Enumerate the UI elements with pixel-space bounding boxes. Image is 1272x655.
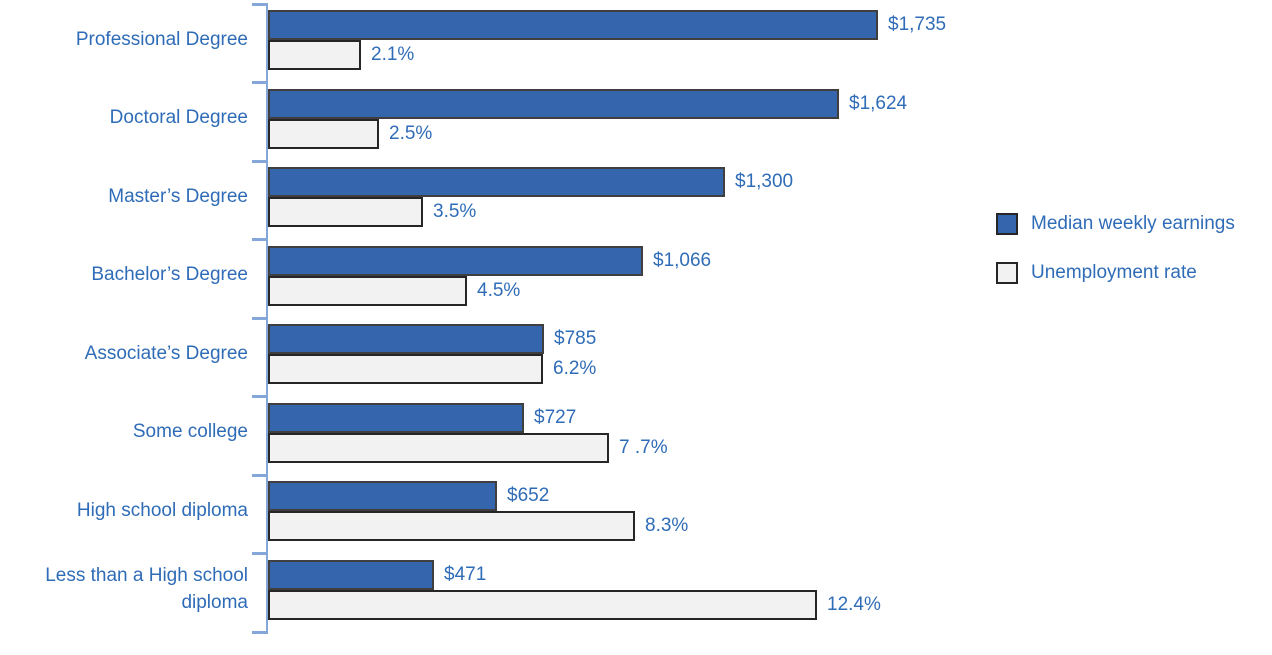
unemployment-bar [268, 354, 543, 384]
category-row: Some college $727 7 .7% [0, 397, 1272, 476]
earnings-bar [268, 88, 839, 119]
unemployment-value-label: 7 .7% [619, 436, 668, 458]
legend-label-unemployment: Unemployment rate [1031, 262, 1197, 283]
unemployment-bar [268, 589, 817, 620]
unemployment-value-label: 8.3% [645, 515, 689, 536]
unemployment-value-label: 6.2% [553, 358, 597, 379]
legend-label-earnings: Median weekly earnings [1031, 213, 1235, 234]
category-label: Bachelor’s Degree [91, 264, 248, 286]
legend-item-unemployment: Unemployment rate [996, 262, 1235, 284]
axis-tick [252, 316, 268, 320]
category-label: Some college [132, 421, 248, 443]
earnings-value-label: $1,624 [849, 92, 908, 114]
earnings-value-label: $727 [534, 406, 577, 428]
axis-tick [252, 630, 268, 634]
axis-tick [252, 2, 268, 6]
earnings-bar [268, 10, 878, 40]
unemployment-value-label: 2.5% [389, 122, 433, 144]
earnings-value-label: $471 [444, 563, 487, 585]
unemployment-bar [268, 118, 379, 149]
category-label: High school diploma [76, 499, 248, 521]
earnings-bar [268, 324, 544, 354]
unemployment-value-label: 4.5% [477, 279, 521, 301]
category-row: High school diploma $652 8.3% [0, 475, 1272, 554]
unemployment-value-label: 2.1% [371, 44, 415, 65]
category-label: Associate’s Degree [84, 342, 248, 364]
axis-tick [252, 81, 268, 84]
category-row: Master’s Degree $1,300 3.5% [0, 161, 1272, 240]
category-label: Doctoral Degree [109, 107, 248, 129]
legend-swatch-earnings [996, 213, 1018, 235]
unemployment-bar [268, 40, 361, 70]
earnings-bar [268, 559, 434, 590]
earnings-bar [268, 167, 725, 197]
earnings-value-label: $1,066 [653, 249, 712, 271]
legend-item-earnings: Median weekly earnings [996, 213, 1235, 235]
category-label: Less than a High school diploma [45, 564, 248, 613]
category-row: Professional Degree $1,735 2.1% [0, 4, 1272, 83]
axis-tick [252, 395, 268, 398]
axis-tick [252, 159, 268, 163]
earnings-value-label: $1,735 [888, 14, 947, 35]
unemployment-bar [268, 511, 635, 541]
earnings-value-label: $785 [554, 328, 597, 349]
earnings-bar [268, 402, 524, 433]
legend-swatch-unemployment [996, 262, 1018, 284]
earnings-value-label: $1,300 [735, 171, 794, 192]
axis-tick [252, 473, 268, 477]
category-row: Doctoral Degree $1,624 2.5% [0, 83, 1272, 162]
category-row: Less than a High school diploma $471 12.… [0, 554, 1272, 633]
unemployment-bar [268, 432, 609, 463]
earnings-bar [268, 481, 497, 511]
axis-tick [252, 552, 268, 555]
unemployment-value-label: 12.4% [827, 593, 881, 615]
category-row: Bachelor’s Degree $1,066 4.5% [0, 240, 1272, 319]
legend: Median weekly earnings Unemployment rate [996, 213, 1235, 284]
unemployment-bar [268, 275, 467, 306]
unemployment-value-label: 3.5% [433, 201, 477, 222]
earnings-bar [268, 245, 643, 276]
category-label: Master’s Degree [108, 185, 248, 207]
category-row: Associate’s Degree $785 6.2% [0, 318, 1272, 397]
earnings-value-label: $652 [507, 485, 550, 506]
unemployment-bar [268, 197, 423, 227]
category-label: Professional Degree [75, 28, 248, 50]
axis-tick [252, 238, 268, 241]
